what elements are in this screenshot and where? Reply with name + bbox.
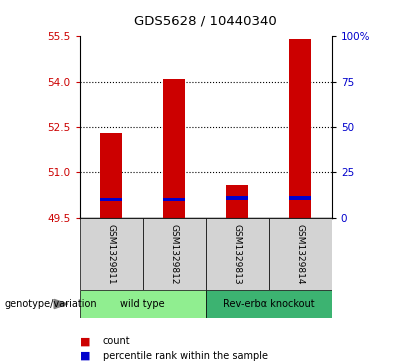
Text: count: count: [103, 336, 131, 346]
Bar: [100, 198, 122, 201]
Bar: [226, 184, 248, 218]
Text: wild type: wild type: [121, 299, 165, 309]
Bar: [269, 218, 332, 290]
Bar: [206, 218, 269, 290]
Bar: [289, 39, 311, 218]
Bar: [163, 79, 185, 218]
Text: ■: ■: [80, 351, 90, 361]
Polygon shape: [54, 299, 68, 309]
Bar: [206, 290, 332, 318]
Bar: [80, 218, 143, 290]
Text: GSM1329812: GSM1329812: [170, 224, 179, 284]
Text: GSM1329811: GSM1329811: [107, 224, 116, 284]
Bar: [226, 196, 248, 200]
Text: ■: ■: [80, 336, 90, 346]
Bar: [100, 133, 122, 218]
Text: GDS5628 / 10440340: GDS5628 / 10440340: [134, 15, 277, 28]
Bar: [143, 218, 206, 290]
Text: percentile rank within the sample: percentile rank within the sample: [103, 351, 268, 361]
Bar: [163, 198, 185, 201]
Text: GSM1329814: GSM1329814: [296, 224, 305, 284]
Text: genotype/variation: genotype/variation: [4, 299, 97, 309]
Bar: [289, 196, 311, 200]
Text: GSM1329813: GSM1329813: [233, 224, 242, 284]
Bar: [80, 290, 206, 318]
Text: Rev-erbα knockout: Rev-erbα knockout: [223, 299, 315, 309]
